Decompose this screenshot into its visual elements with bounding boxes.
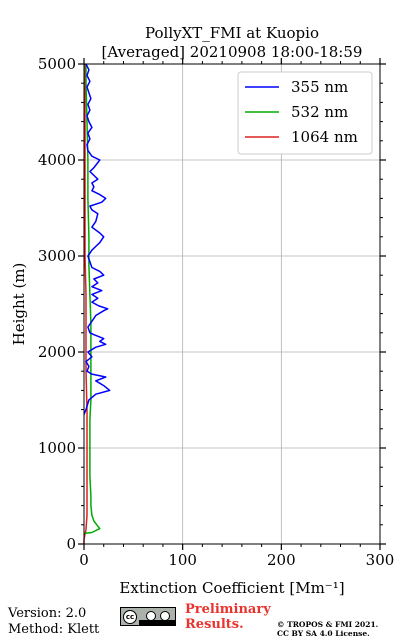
- chart: PollyXT_FMI at Kuopio [Averaged] 2021090…: [10, 24, 395, 597]
- series-line-532-nm: [83, 64, 101, 535]
- license-bar: [139, 620, 175, 625]
- method-text: Method: Klett: [8, 622, 100, 637]
- y-axis-label: Height (m): [10, 263, 28, 346]
- x-tick-label: 200: [267, 551, 296, 569]
- y-tick-label: 3000: [38, 247, 76, 265]
- axis-ticks: [78, 58, 386, 550]
- chart-title: PollyXT_FMI at Kuopio: [145, 24, 319, 42]
- x-axis-label: Extinction Coefficient [Mm⁻¹]: [119, 579, 344, 597]
- legend: 355 nm 532 nm 1064 nm: [237, 71, 373, 155]
- y-tick-label: 1000: [38, 439, 76, 457]
- y-tick-label: 2000: [38, 343, 76, 361]
- x-tick-label: 300: [366, 551, 395, 569]
- preliminary-results: Preliminary Results.: [185, 602, 271, 632]
- x-tick-label: 0: [79, 551, 89, 569]
- legend-label-1064-nm: 1064 nm: [291, 128, 358, 146]
- series-lines: [83, 63, 111, 544]
- cc-by-sa-icon: cc: [120, 607, 176, 626]
- copyright-line1: © TROPOS & FMI 2021.: [277, 620, 379, 629]
- version-text: Version: 2.0: [8, 606, 87, 621]
- y-tick-label: 0: [66, 535, 76, 553]
- plot-frame: [83, 63, 381, 545]
- legend-label-532-nm: 532 nm: [291, 103, 348, 121]
- series-line-1064-nm: [83, 64, 88, 544]
- legend-box: [237, 71, 373, 155]
- copyright-notice: © TROPOS & FMI 2021. CC BY SA 4.0 Licens…: [277, 620, 378, 638]
- chart-subtitle: [Averaged] 20210908 18:00-18:59: [102, 43, 363, 61]
- preliminary-line2: Results.: [185, 617, 244, 632]
- series-line-355-nm: [83, 63, 111, 415]
- cc-icon: cc: [123, 610, 137, 624]
- copyright-line2: CC BY SA 4.0 License.: [277, 629, 370, 638]
- legend-label-355-nm: 355 nm: [291, 78, 348, 96]
- preliminary-line1: Preliminary: [185, 602, 271, 617]
- x-tick-label: 100: [168, 551, 197, 569]
- y-tick-label: 4000: [38, 151, 76, 169]
- y-tick-label: 5000: [38, 55, 76, 73]
